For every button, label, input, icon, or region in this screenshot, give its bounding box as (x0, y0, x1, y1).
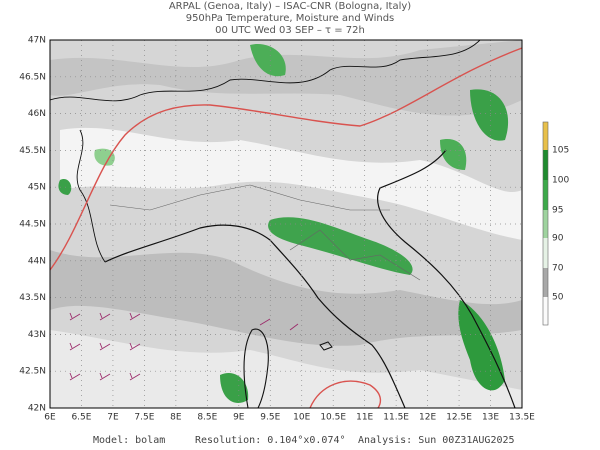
colorbar-label: 95 (552, 206, 563, 216)
y-axis-label: 47N (28, 36, 46, 46)
header-line: 950hPa Temperature, Moisture and Winds (186, 13, 395, 24)
y-axis-label: 46N (28, 109, 46, 119)
x-axis-label: 11.5E (383, 413, 409, 423)
colorbar-label: 90 (552, 234, 564, 244)
map-field (50, 40, 522, 408)
x-axis-label: 12E (419, 413, 436, 423)
y-axis-label: 42.5N (19, 367, 46, 377)
x-axis-label: 12.5E (446, 413, 472, 423)
header-line: 00 UTC Wed 03 SEP – τ = 72h (215, 25, 365, 36)
colorbar-label: 105 (552, 146, 569, 156)
x-axis-label: 6E (44, 413, 56, 423)
x-axis-label: 10.5E (320, 413, 346, 423)
colorbar-label: 70 (552, 264, 564, 274)
x-axis-label: 6.5E (71, 413, 91, 423)
colorbar-label: 50 (552, 293, 564, 303)
x-axis-label: 11E (356, 413, 373, 423)
footer-analysis: Analysis: Sun 00Z31AUG2025 (358, 435, 515, 446)
x-axis-label: 8.5E (197, 413, 217, 423)
y-axis-label: 44N (28, 256, 46, 266)
y-axis-label: 46.5N (19, 72, 46, 82)
y-axis-label: 45.5N (19, 146, 46, 156)
y-axis-label: 42N (28, 404, 46, 414)
x-axis-label: 9.5E (260, 413, 280, 423)
y-axis-label: 43.5N (19, 293, 46, 303)
x-axis-label: 8E (170, 413, 182, 423)
x-axis-label: 7E (107, 413, 119, 423)
colorbar (542, 121, 549, 326)
x-axis-label: 13.5E (509, 413, 535, 423)
header-line: ARPAL (Genoa, Italy) – ISAC-CNR (Bologna… (169, 1, 411, 12)
y-axis-label: 45N (28, 183, 46, 193)
x-axis-label: 9E (233, 413, 245, 423)
map-frame (49, 39, 523, 409)
colorbar-label: 100 (552, 176, 569, 186)
footer-model: Model: bolam (93, 435, 165, 446)
x-axis-label: 13E (482, 413, 499, 423)
y-axis-label: 43N (28, 330, 46, 340)
y-axis-label: 44.5N (19, 220, 46, 230)
footer-resolution: Resolution: 0.104°x0.074° (195, 435, 346, 446)
x-axis-label: 10E (293, 413, 310, 423)
x-axis-label: 7.5E (134, 413, 154, 423)
